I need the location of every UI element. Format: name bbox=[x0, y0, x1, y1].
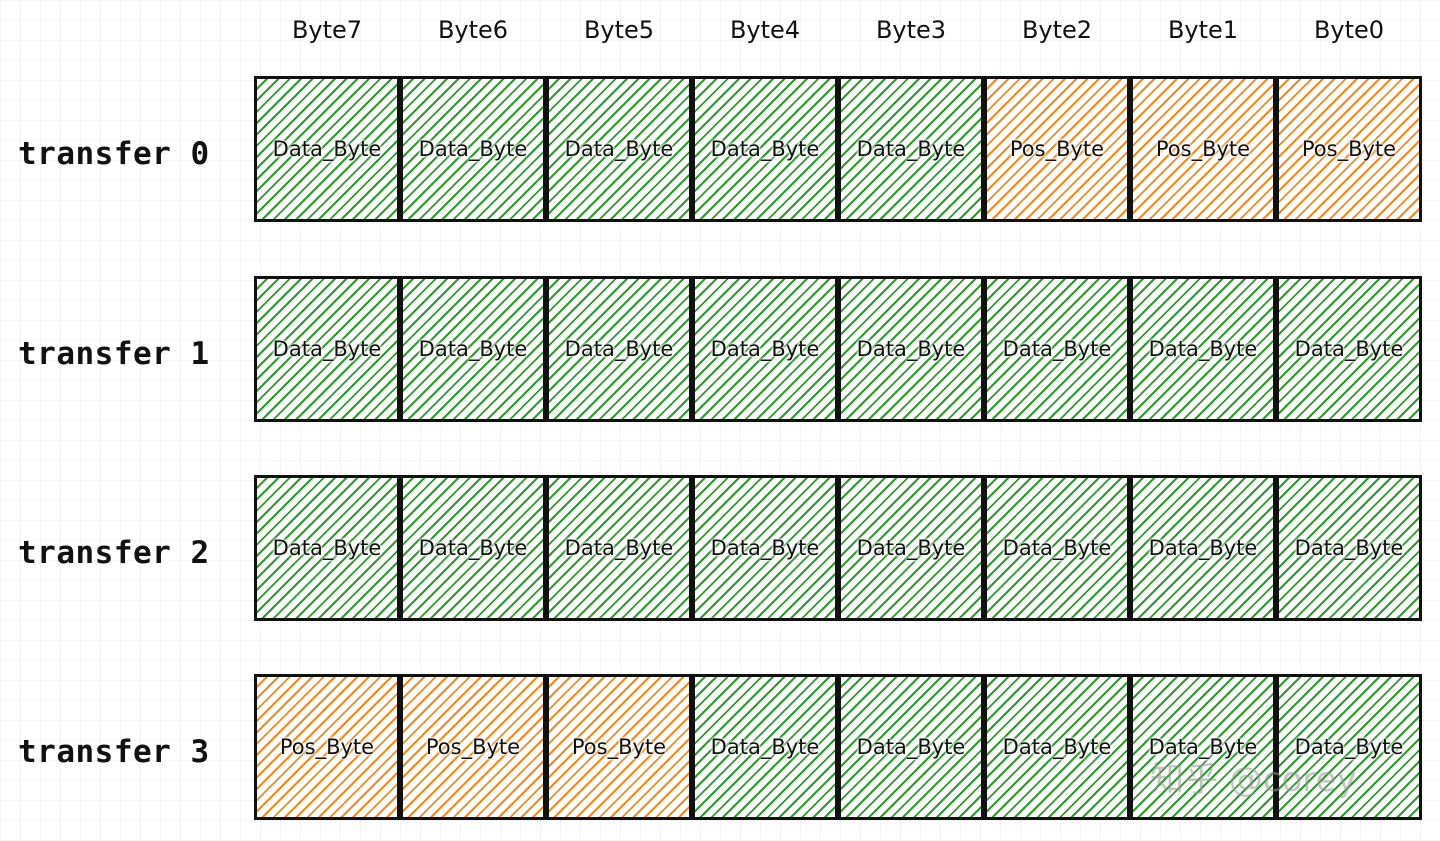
cell-label: Data_Byte bbox=[564, 536, 674, 560]
data-byte-cell: Data_Byte bbox=[1276, 276, 1422, 422]
data-byte-cell: Data_Byte bbox=[1276, 674, 1422, 820]
pos-byte-cell: Pos_Byte bbox=[1276, 76, 1422, 222]
pos-byte-cell: Pos_Byte bbox=[546, 674, 692, 820]
transfer-label: transfer 2 bbox=[18, 535, 210, 571]
cell-label: Data_Byte bbox=[1002, 536, 1112, 560]
data-byte-cell: Data_Byte bbox=[692, 475, 838, 621]
data-byte-cell: Data_Byte bbox=[546, 475, 692, 621]
cell-label: Data_Byte bbox=[1002, 735, 1112, 759]
pos-byte-cell: Pos_Byte bbox=[1130, 76, 1276, 222]
cell-label: Pos_Byte bbox=[1301, 137, 1397, 161]
cell-label: Data_Byte bbox=[710, 735, 820, 759]
cell-label: Data_Byte bbox=[272, 137, 382, 161]
cell-label: Data_Byte bbox=[1294, 337, 1404, 361]
cell-label: Data_Byte bbox=[856, 137, 966, 161]
data-byte-cell: Data_Byte bbox=[1130, 276, 1276, 422]
cell-label: Data_Byte bbox=[856, 337, 966, 361]
cell-label: Data_Byte bbox=[1148, 536, 1258, 560]
cell-label: Data_Byte bbox=[272, 536, 382, 560]
data-byte-cell: Data_Byte bbox=[838, 276, 984, 422]
byte-header: Byte6 bbox=[437, 16, 509, 44]
data-byte-cell: Data_Byte bbox=[254, 76, 400, 222]
pos-byte-cell: Pos_Byte bbox=[254, 674, 400, 820]
cell-label: Pos_Byte bbox=[279, 735, 375, 759]
cell-label: Data_Byte bbox=[272, 337, 382, 361]
byte-header: Byte1 bbox=[1167, 16, 1239, 44]
transfer-label: transfer 1 bbox=[18, 336, 210, 372]
data-byte-cell: Data_Byte bbox=[546, 276, 692, 422]
watermark: 知乎 @corey bbox=[1150, 760, 1357, 800]
data-byte-cell: Data_Byte bbox=[984, 475, 1130, 621]
cell-label: Data_Byte bbox=[710, 137, 820, 161]
cell-label: Pos_Byte bbox=[1009, 137, 1105, 161]
byte-header: Byte7 bbox=[291, 16, 363, 44]
cell-label: Data_Byte bbox=[1002, 337, 1112, 361]
data-byte-cell: Data_Byte bbox=[838, 674, 984, 820]
pos-byte-cell: Pos_Byte bbox=[984, 76, 1130, 222]
data-byte-cell: Data_Byte bbox=[254, 475, 400, 621]
cell-label: Data_Byte bbox=[856, 536, 966, 560]
data-byte-cell: Data_Byte bbox=[400, 475, 546, 621]
data-byte-cell: Data_Byte bbox=[984, 674, 1130, 820]
cell-label: Data_Byte bbox=[856, 735, 966, 759]
cell-label: Pos_Byte bbox=[425, 735, 521, 759]
data-byte-cell: Data_Byte bbox=[692, 76, 838, 222]
byte-header: Byte5 bbox=[583, 16, 655, 44]
cell-label: Data_Byte bbox=[710, 337, 820, 361]
byte-header: Byte2 bbox=[1021, 16, 1093, 44]
cell-label: Data_Byte bbox=[418, 337, 528, 361]
data-byte-cell: Data_Byte bbox=[400, 276, 546, 422]
data-byte-cell: Data_Byte bbox=[546, 76, 692, 222]
byte-header: Byte4 bbox=[729, 16, 801, 44]
byte-header: Byte3 bbox=[875, 16, 947, 44]
cell-label: Data_Byte bbox=[1294, 536, 1404, 560]
cell-label: Data_Byte bbox=[418, 137, 528, 161]
data-byte-cell: Data_Byte bbox=[254, 276, 400, 422]
cell-label: Pos_Byte bbox=[571, 735, 667, 759]
cell-label: Data_Byte bbox=[1148, 735, 1258, 759]
pos-byte-cell: Pos_Byte bbox=[400, 674, 546, 820]
cell-label: Data_Byte bbox=[1148, 337, 1258, 361]
data-byte-cell: Data_Byte bbox=[692, 276, 838, 422]
data-byte-cell: Data_Byte bbox=[984, 276, 1130, 422]
data-byte-cell: Data_Byte bbox=[838, 76, 984, 222]
cell-label: Data_Byte bbox=[418, 536, 528, 560]
cell-label: Data_Byte bbox=[564, 137, 674, 161]
cell-label: Pos_Byte bbox=[1155, 137, 1251, 161]
transfer-label: transfer 0 bbox=[18, 136, 210, 172]
cell-label: Data_Byte bbox=[710, 536, 820, 560]
data-byte-cell: Data_Byte bbox=[1130, 674, 1276, 820]
byte-header: Byte0 bbox=[1313, 16, 1385, 44]
data-byte-cell: Data_Byte bbox=[838, 475, 984, 621]
cell-label: Data_Byte bbox=[1294, 735, 1404, 759]
data-byte-cell: Data_Byte bbox=[400, 76, 546, 222]
data-byte-cell: Data_Byte bbox=[1276, 475, 1422, 621]
transfer-label: transfer 3 bbox=[18, 734, 210, 770]
cell-label: Data_Byte bbox=[564, 337, 674, 361]
data-byte-cell: Data_Byte bbox=[692, 674, 838, 820]
data-byte-cell: Data_Byte bbox=[1130, 475, 1276, 621]
